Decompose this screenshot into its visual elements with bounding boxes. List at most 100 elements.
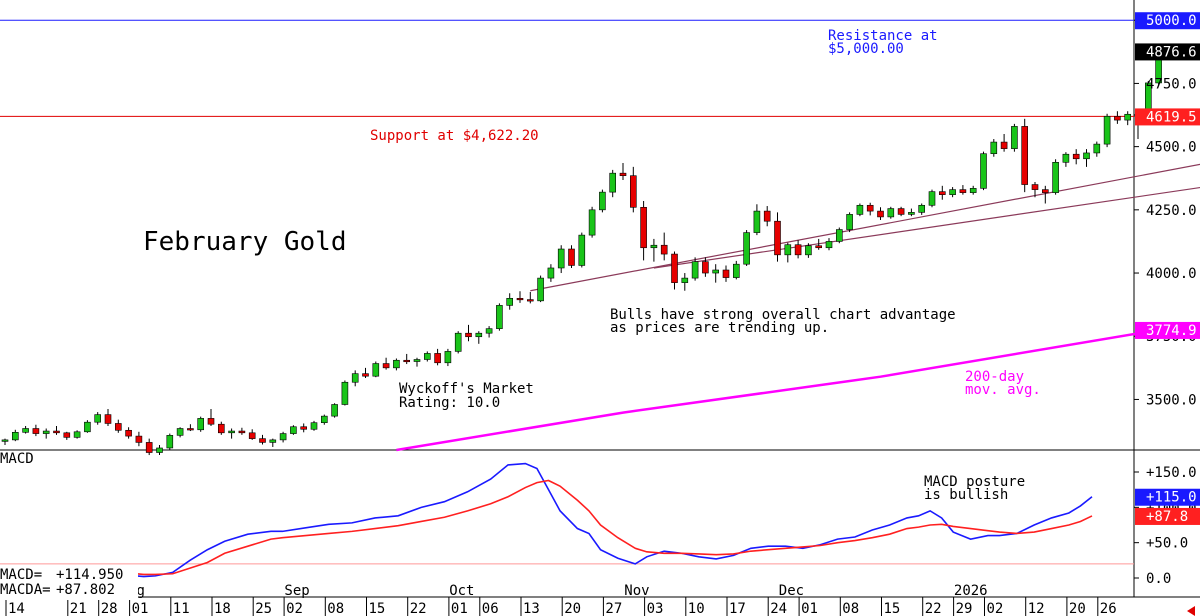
bulls-annotation-line1: Bulls have strong overall chart advantag… — [610, 307, 956, 323]
candle — [805, 243, 812, 258]
date-tick-label: 20 — [564, 601, 581, 616]
candle-body — [887, 208, 895, 218]
candle — [351, 370, 359, 387]
candle-body — [166, 435, 174, 449]
candle — [671, 251, 678, 290]
candle — [1103, 113, 1111, 148]
candle — [176, 427, 184, 438]
price-flag-box — [1135, 12, 1200, 30]
candle — [496, 303, 503, 331]
candle-body — [660, 244, 668, 255]
candle — [877, 207, 884, 220]
candle — [918, 203, 926, 215]
candles-layer — [1, 49, 1162, 456]
candle — [444, 348, 452, 367]
candle — [856, 203, 864, 217]
candle — [63, 431, 71, 440]
candle-body — [949, 189, 956, 195]
candle — [382, 357, 390, 370]
candle-body — [403, 359, 411, 363]
candle — [1072, 149, 1080, 165]
candle-body — [908, 212, 915, 215]
resistance-annotation-line1: Resistance at — [828, 28, 938, 44]
candle — [629, 166, 637, 213]
candle — [269, 438, 277, 447]
candle — [990, 139, 998, 157]
date-tick-label: 24 — [770, 601, 787, 616]
candle — [1011, 123, 1018, 152]
candle-body — [835, 229, 843, 242]
candle-body — [671, 253, 678, 283]
candle-body — [12, 432, 19, 441]
axis-layer: 5000.04750.04500.04250.04000.03750.03500… — [5, 12, 1200, 616]
candle-body — [248, 432, 256, 439]
candle-body — [331, 404, 338, 417]
candle — [732, 260, 740, 280]
candle — [908, 208, 915, 217]
candle — [32, 424, 40, 437]
candle — [454, 331, 462, 354]
macd-flag-box — [1135, 488, 1200, 506]
date-tick-label: 10 — [688, 601, 705, 616]
candle-body — [506, 298, 514, 306]
candle-body — [238, 430, 246, 434]
date-tick-label: 14 — [8, 601, 25, 616]
candle-body — [1072, 153, 1080, 160]
candle-body — [588, 209, 596, 236]
date-tick-label: 18 — [214, 601, 231, 616]
candle — [125, 427, 132, 439]
candle-body — [753, 210, 761, 233]
candle — [115, 419, 122, 433]
candle — [362, 367, 369, 378]
candle-body — [1031, 184, 1039, 190]
scroll-left-arrow-icon[interactable] — [1187, 606, 1195, 616]
candle-body — [856, 204, 864, 215]
price-flag-label: 5000.0 — [1146, 13, 1197, 29]
candle-body — [784, 244, 792, 256]
price-tick-label: 4000.0 — [1146, 266, 1197, 282]
candle-body — [187, 428, 194, 431]
candle-body — [290, 426, 297, 434]
macd-annotation-line1: MACD posture — [924, 474, 1025, 490]
candle — [949, 187, 956, 198]
candle-body — [197, 418, 204, 431]
candle-body — [547, 267, 555, 279]
date-tick-label: 27 — [605, 601, 622, 616]
candle — [866, 202, 874, 216]
date-tick-label: 02 — [987, 601, 1004, 616]
date-tick-label: 02 — [286, 601, 303, 616]
candle — [609, 169, 617, 198]
candle — [218, 421, 225, 435]
candle — [1021, 118, 1029, 193]
date-tick-label: 08 — [842, 601, 859, 616]
candle-body — [22, 428, 29, 433]
candle — [619, 163, 627, 180]
date-tick-label: 03 — [647, 601, 664, 616]
macda-readout-label: MACDA= — [0, 582, 51, 598]
ma-annotation-line2: mov. avg. — [965, 382, 1041, 398]
candle — [485, 326, 493, 338]
candle-body — [454, 332, 462, 352]
trendline-0 — [530, 163, 1200, 292]
candle — [259, 434, 266, 445]
candle — [835, 227, 843, 244]
candle-body — [496, 305, 503, 329]
candle — [506, 293, 514, 310]
candle — [320, 414, 328, 425]
candle-body — [1000, 141, 1008, 149]
moving-average-line — [396, 328, 1159, 452]
candle — [743, 230, 750, 266]
month-label: Sep — [284, 583, 309, 599]
candle-body — [702, 261, 709, 274]
moving-average-layer — [396, 328, 1159, 452]
candle-body — [990, 141, 998, 155]
candle-body — [526, 299, 534, 302]
date-tick-label: 15 — [884, 601, 901, 616]
candle — [599, 189, 606, 213]
date-tick-label: 11 — [173, 601, 190, 616]
candle-body — [320, 415, 328, 423]
macd-tick-label: +50.0 — [1146, 536, 1188, 552]
candle-body — [763, 210, 771, 222]
candle — [300, 423, 308, 433]
